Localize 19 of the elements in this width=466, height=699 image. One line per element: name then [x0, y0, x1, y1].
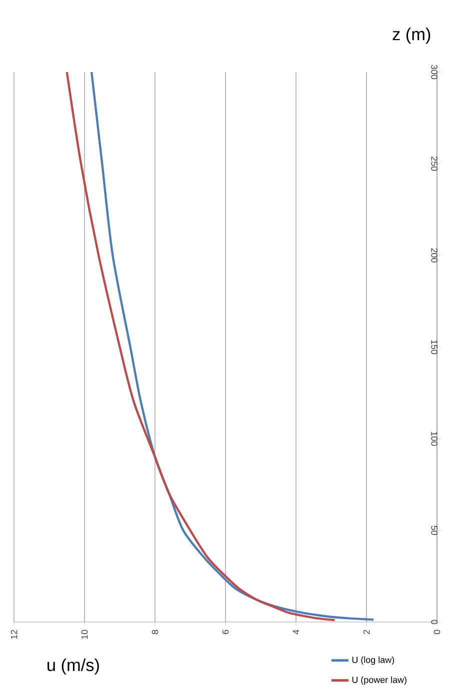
y-tick-label: 200 — [431, 248, 438, 262]
y-tick-label: 300 — [431, 64, 438, 80]
y-tick-label: 50 — [431, 526, 438, 535]
y-tick-label: 0 — [431, 620, 438, 624]
y-tick-label: 100 — [431, 432, 438, 446]
x-tick-label: 2 — [363, 630, 370, 634]
line-series — [90, 72, 375, 621]
x-tick-label: 8 — [152, 630, 158, 634]
x-tick-label: 10 — [81, 630, 88, 639]
line-series — [66, 72, 336, 622]
x-tick-label: 12 — [10, 630, 18, 639]
x-tick-label: 6 — [222, 630, 229, 634]
y-axis-title: z (m) — [392, 28, 430, 44]
x-axis-title: u (m/s) — [48, 658, 99, 675]
legend-label: U (power law) — [352, 676, 406, 685]
legend-label: U (log law) — [352, 656, 394, 665]
y-tick-label: 250 — [431, 156, 438, 171]
y-tick-label: 150 — [431, 340, 438, 354]
x-tick-label: 4 — [292, 630, 300, 634]
